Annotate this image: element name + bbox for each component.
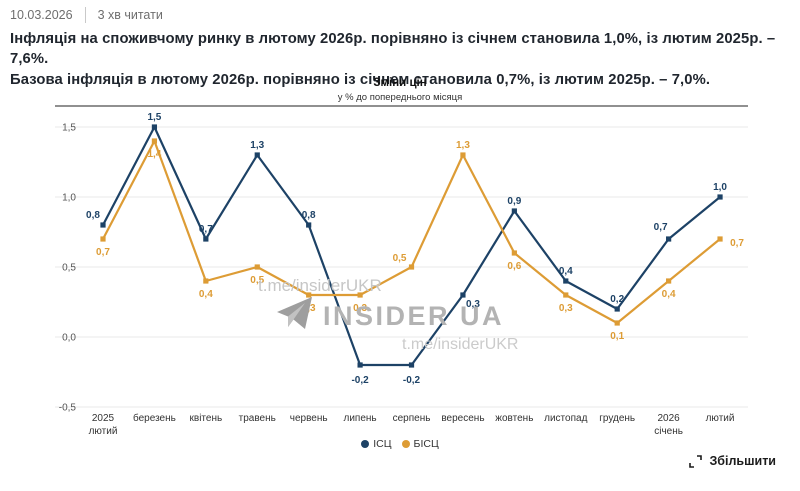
svg-text:0,1: 0,1 [610, 331, 624, 342]
svg-text:грудень: грудень [599, 413, 635, 424]
enlarge-button[interactable]: Збільшити [689, 454, 776, 468]
chart-legend: ІСЦ БІСЦ [0, 438, 800, 450]
svg-text:0,3: 0,3 [559, 303, 573, 314]
article-meta: 10.03.2026 3 хв читати [10, 7, 163, 23]
svg-text:0,9: 0,9 [507, 196, 521, 207]
svg-text:-0,2: -0,2 [351, 375, 369, 386]
svg-text:0,4: 0,4 [199, 289, 213, 300]
svg-text:0,7: 0,7 [654, 222, 668, 233]
legend-dot-bicp-icon [401, 440, 410, 448]
svg-text:0,3: 0,3 [353, 303, 367, 314]
expand-icon [689, 454, 703, 468]
svg-text:квітень: квітень [190, 413, 223, 424]
svg-text:листопад: листопад [544, 413, 587, 424]
enlarge-button-label: Збільшити [709, 454, 776, 468]
svg-text:березень: березень [133, 412, 176, 424]
svg-text:1,4: 1,4 [147, 149, 161, 160]
svg-text:0,8: 0,8 [302, 210, 316, 221]
svg-text:0,3: 0,3 [466, 299, 480, 310]
svg-text:0,3: 0,3 [302, 303, 316, 314]
headline-line-1: Інфляція на споживчому ринку в лютому 20… [10, 31, 776, 68]
article-date: 10.03.2026 [10, 8, 73, 22]
svg-text:травень: травень [239, 413, 276, 424]
svg-text:-0,2: -0,2 [403, 375, 421, 386]
svg-text:0,7: 0,7 [730, 238, 744, 249]
svg-text:лютий: лютий [706, 413, 735, 424]
svg-text:0,4: 0,4 [662, 289, 676, 300]
svg-text:вересень: вересень [441, 413, 484, 424]
svg-text:1,0: 1,0 [62, 193, 76, 204]
svg-text:жовтень: жовтень [495, 413, 533, 424]
svg-text:липень: липень [344, 413, 377, 424]
svg-text:0,7: 0,7 [199, 224, 213, 235]
svg-text:0,5: 0,5 [393, 253, 407, 264]
headline: Інфляція на споживчому ринку в лютому 20… [10, 29, 792, 90]
legend-label-icp: ІСЦ [373, 438, 392, 450]
svg-text:0,2: 0,2 [610, 294, 624, 305]
read-time: 3 хв читати [97, 8, 163, 22]
svg-text:1,3: 1,3 [250, 140, 264, 151]
headline-line-2: Базова інфляція в лютому 2026р. порівнян… [10, 71, 711, 88]
svg-text:0,5: 0,5 [62, 263, 76, 274]
legend-dot-icp-icon [361, 440, 370, 448]
legend-item-bicp[interactable]: БІСЦ [401, 438, 439, 450]
legend-item-icp[interactable]: ІСЦ [361, 438, 392, 450]
svg-text:0,5: 0,5 [250, 275, 264, 286]
chart-title: Зміни цін [373, 77, 427, 89]
svg-text:1,5: 1,5 [147, 112, 161, 123]
svg-text:0,7: 0,7 [96, 247, 110, 258]
svg-text:0,6: 0,6 [507, 261, 521, 272]
svg-text:1,3: 1,3 [456, 140, 470, 151]
svg-text:червень: червень [290, 413, 328, 424]
chart-subtitle: у % до попереднього місяця [337, 92, 463, 103]
svg-text:1,5: 1,5 [62, 123, 76, 134]
svg-text:0,4: 0,4 [559, 266, 573, 277]
svg-text:серпень: серпень [393, 413, 431, 424]
svg-text:-0,5: -0,5 [59, 403, 77, 414]
meta-divider [84, 7, 86, 23]
svg-text:1,0: 1,0 [713, 182, 727, 193]
svg-text:0,8: 0,8 [86, 210, 100, 221]
svg-text:0,0: 0,0 [62, 333, 76, 344]
legend-label-bicp: БІСЦ [413, 438, 439, 450]
